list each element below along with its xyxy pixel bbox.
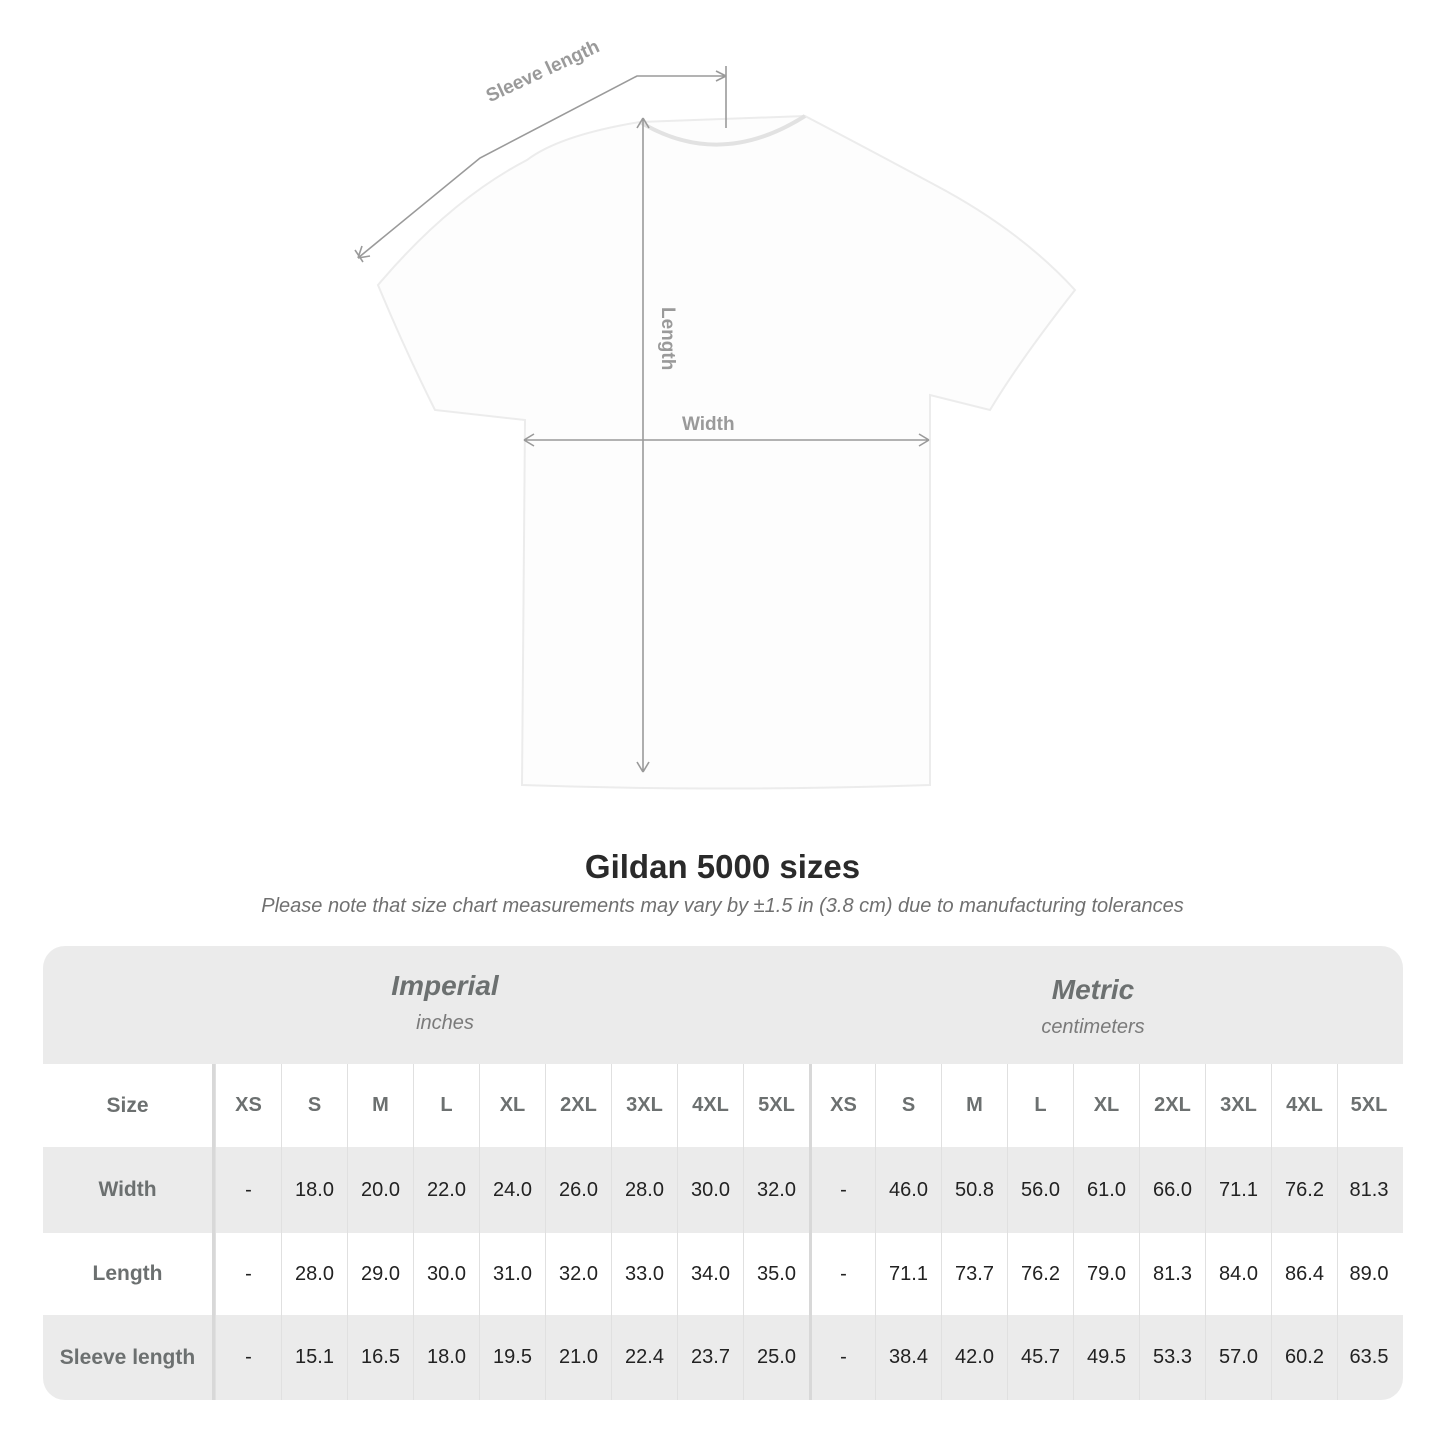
metric-header: Metric centimeters: [893, 974, 1293, 1039]
measurement-cell: 19.5: [479, 1315, 545, 1400]
measurement-cell: 56.0: [1007, 1147, 1073, 1233]
measurement-cell: 25.0: [743, 1315, 809, 1400]
measurement-cell: 31.0: [479, 1233, 545, 1315]
size-header-cell: 5XL: [743, 1064, 809, 1147]
size-table: Imperial inches Metric centimeters Size X…: [43, 946, 1403, 1400]
size-header-cell: 5XL: [1337, 1064, 1400, 1147]
width-label: Width: [682, 414, 735, 435]
measurement-cell: 30.0: [677, 1147, 743, 1233]
length-label: Length: [657, 307, 678, 371]
imperial-header: Imperial inches: [245, 970, 645, 1035]
measurement-cell: 76.2: [1271, 1147, 1337, 1233]
length-arrow: [636, 117, 650, 773]
tolerance-note: Please note that size chart measurements…: [261, 895, 1184, 917]
size-header-row: Size XS S M L XL 2XL 3XL 4XL 5XL XS S M L XL 2XL 3XL 4XL 5…: [43, 1064, 1403, 1147]
measurement-cell: 81.3: [1337, 1147, 1400, 1233]
size-header-cell: 3XL: [611, 1064, 677, 1147]
measurement-cell: -: [215, 1147, 281, 1233]
imperial-unit: inches: [416, 1012, 474, 1034]
measurement-cell: 84.0: [1205, 1233, 1271, 1315]
page-title: Gildan 5000 sizes: [584, 848, 861, 885]
measurement-cell: 30.0: [413, 1233, 479, 1315]
measurement-cell: 16.5: [347, 1315, 413, 1400]
measurement-cell: 79.0: [1073, 1233, 1139, 1315]
measurement-cell: 49.5: [1073, 1315, 1139, 1400]
metric-unit: centimeters: [1041, 1016, 1145, 1038]
measurement-cell: 66.0: [1139, 1147, 1205, 1233]
measurement-cell: 73.7: [941, 1233, 1007, 1315]
measurement-cell: 32.0: [545, 1233, 611, 1315]
measurement-cell: 63.5: [1337, 1315, 1400, 1400]
width-arrow: [523, 433, 930, 447]
measurement-cell: -: [215, 1315, 281, 1400]
imperial-title: Imperial: [391, 970, 499, 1001]
size-header-cell: L: [1007, 1064, 1073, 1147]
measurement-cell: 35.0: [743, 1233, 809, 1315]
measurement-cell: 71.1: [875, 1233, 941, 1315]
measurement-cell: 22.4: [611, 1315, 677, 1400]
measurement-cell: 20.0: [347, 1147, 413, 1233]
tshirt-diagram: [354, 66, 1077, 790]
measurement-cell: 81.3: [1139, 1233, 1205, 1315]
size-header-cell: 4XL: [1271, 1064, 1337, 1147]
measurement-cell: -: [215, 1233, 281, 1315]
measurement-cell: -: [809, 1233, 875, 1315]
table-row: Sleeve length -15.1 16.5 18.0 19.5 21.0 22.4 23…: [43, 1315, 1403, 1400]
size-header-cell: XL: [479, 1064, 545, 1147]
measurement-cell: 18.0: [413, 1315, 479, 1400]
row-label: Width: [43, 1147, 215, 1233]
size-header-cell: 2XL: [545, 1064, 611, 1147]
measurement-cell: 53.3: [1139, 1315, 1205, 1400]
measurement-cell: 42.0: [941, 1315, 1007, 1400]
measurement-cell: 23.7: [677, 1315, 743, 1400]
size-header-cell: XS: [215, 1064, 281, 1147]
table-row: Width -18.0 20.0 22.0 24.0 26.0 28.0 30.0 32.0-4…: [43, 1147, 1403, 1233]
size-header-cell: M: [941, 1064, 1007, 1147]
measurement-cell: -: [809, 1315, 875, 1400]
row-label: Size: [43, 1064, 215, 1147]
size-header-cell: 3XL: [1205, 1064, 1271, 1147]
measurement-cell: 76.2: [1007, 1233, 1073, 1315]
measurement-cell: 60.2: [1271, 1315, 1337, 1400]
size-header-cell: M: [347, 1064, 413, 1147]
table-header: Imperial inches Metric centimeters: [43, 946, 1403, 1064]
tshirt-collar: [638, 114, 807, 147]
size-header-cell: S: [875, 1064, 941, 1147]
measurement-cell: 61.0: [1073, 1147, 1139, 1233]
measurement-cell: 22.0: [413, 1147, 479, 1233]
measurement-cell: 86.4: [1271, 1233, 1337, 1315]
measurement-cell: 24.0: [479, 1147, 545, 1233]
size-header-cell: XS: [809, 1064, 875, 1147]
size-header-cell: 2XL: [1139, 1064, 1205, 1147]
measurement-cell: 34.0: [677, 1233, 743, 1315]
measurement-cell: 28.0: [611, 1147, 677, 1233]
size-header-cell: L: [413, 1064, 479, 1147]
tshirt-shape: [376, 114, 1077, 790]
measurement-cell: 29.0: [347, 1233, 413, 1315]
row-label: Sleeve length: [43, 1315, 215, 1400]
measurement-cell: 45.7: [1007, 1315, 1073, 1400]
metric-title: Metric: [1051, 974, 1135, 1005]
measurement-cell: 57.0: [1205, 1315, 1271, 1400]
row-label: Length: [43, 1233, 215, 1315]
measurement-cell: 50.8: [941, 1147, 1007, 1233]
measurement-cell: 26.0: [545, 1147, 611, 1233]
measurement-cell: 71.1: [1205, 1147, 1271, 1233]
measurement-cell: 33.0: [611, 1233, 677, 1315]
size-header-cell: XL: [1073, 1064, 1139, 1147]
measurement-cell: 28.0: [281, 1233, 347, 1315]
measurement-cell: -: [809, 1147, 875, 1233]
table-row: Length -28.0 29.0 30.0 31.0 32.0 33.0 34.0 35.0-…: [43, 1233, 1403, 1315]
measurement-cell: 89.0: [1337, 1233, 1400, 1315]
measurement-cell: 32.0: [743, 1147, 809, 1233]
measurement-cell: 18.0: [281, 1147, 347, 1233]
measurement-cell: 21.0: [545, 1315, 611, 1400]
sleeve-arrow: [354, 66, 727, 263]
size-header-cell: 4XL: [677, 1064, 743, 1147]
measurement-cell: 38.4: [875, 1315, 941, 1400]
measurement-cell: 15.1: [281, 1315, 347, 1400]
measurement-cell: 46.0: [875, 1147, 941, 1233]
size-header-cell: S: [281, 1064, 347, 1147]
